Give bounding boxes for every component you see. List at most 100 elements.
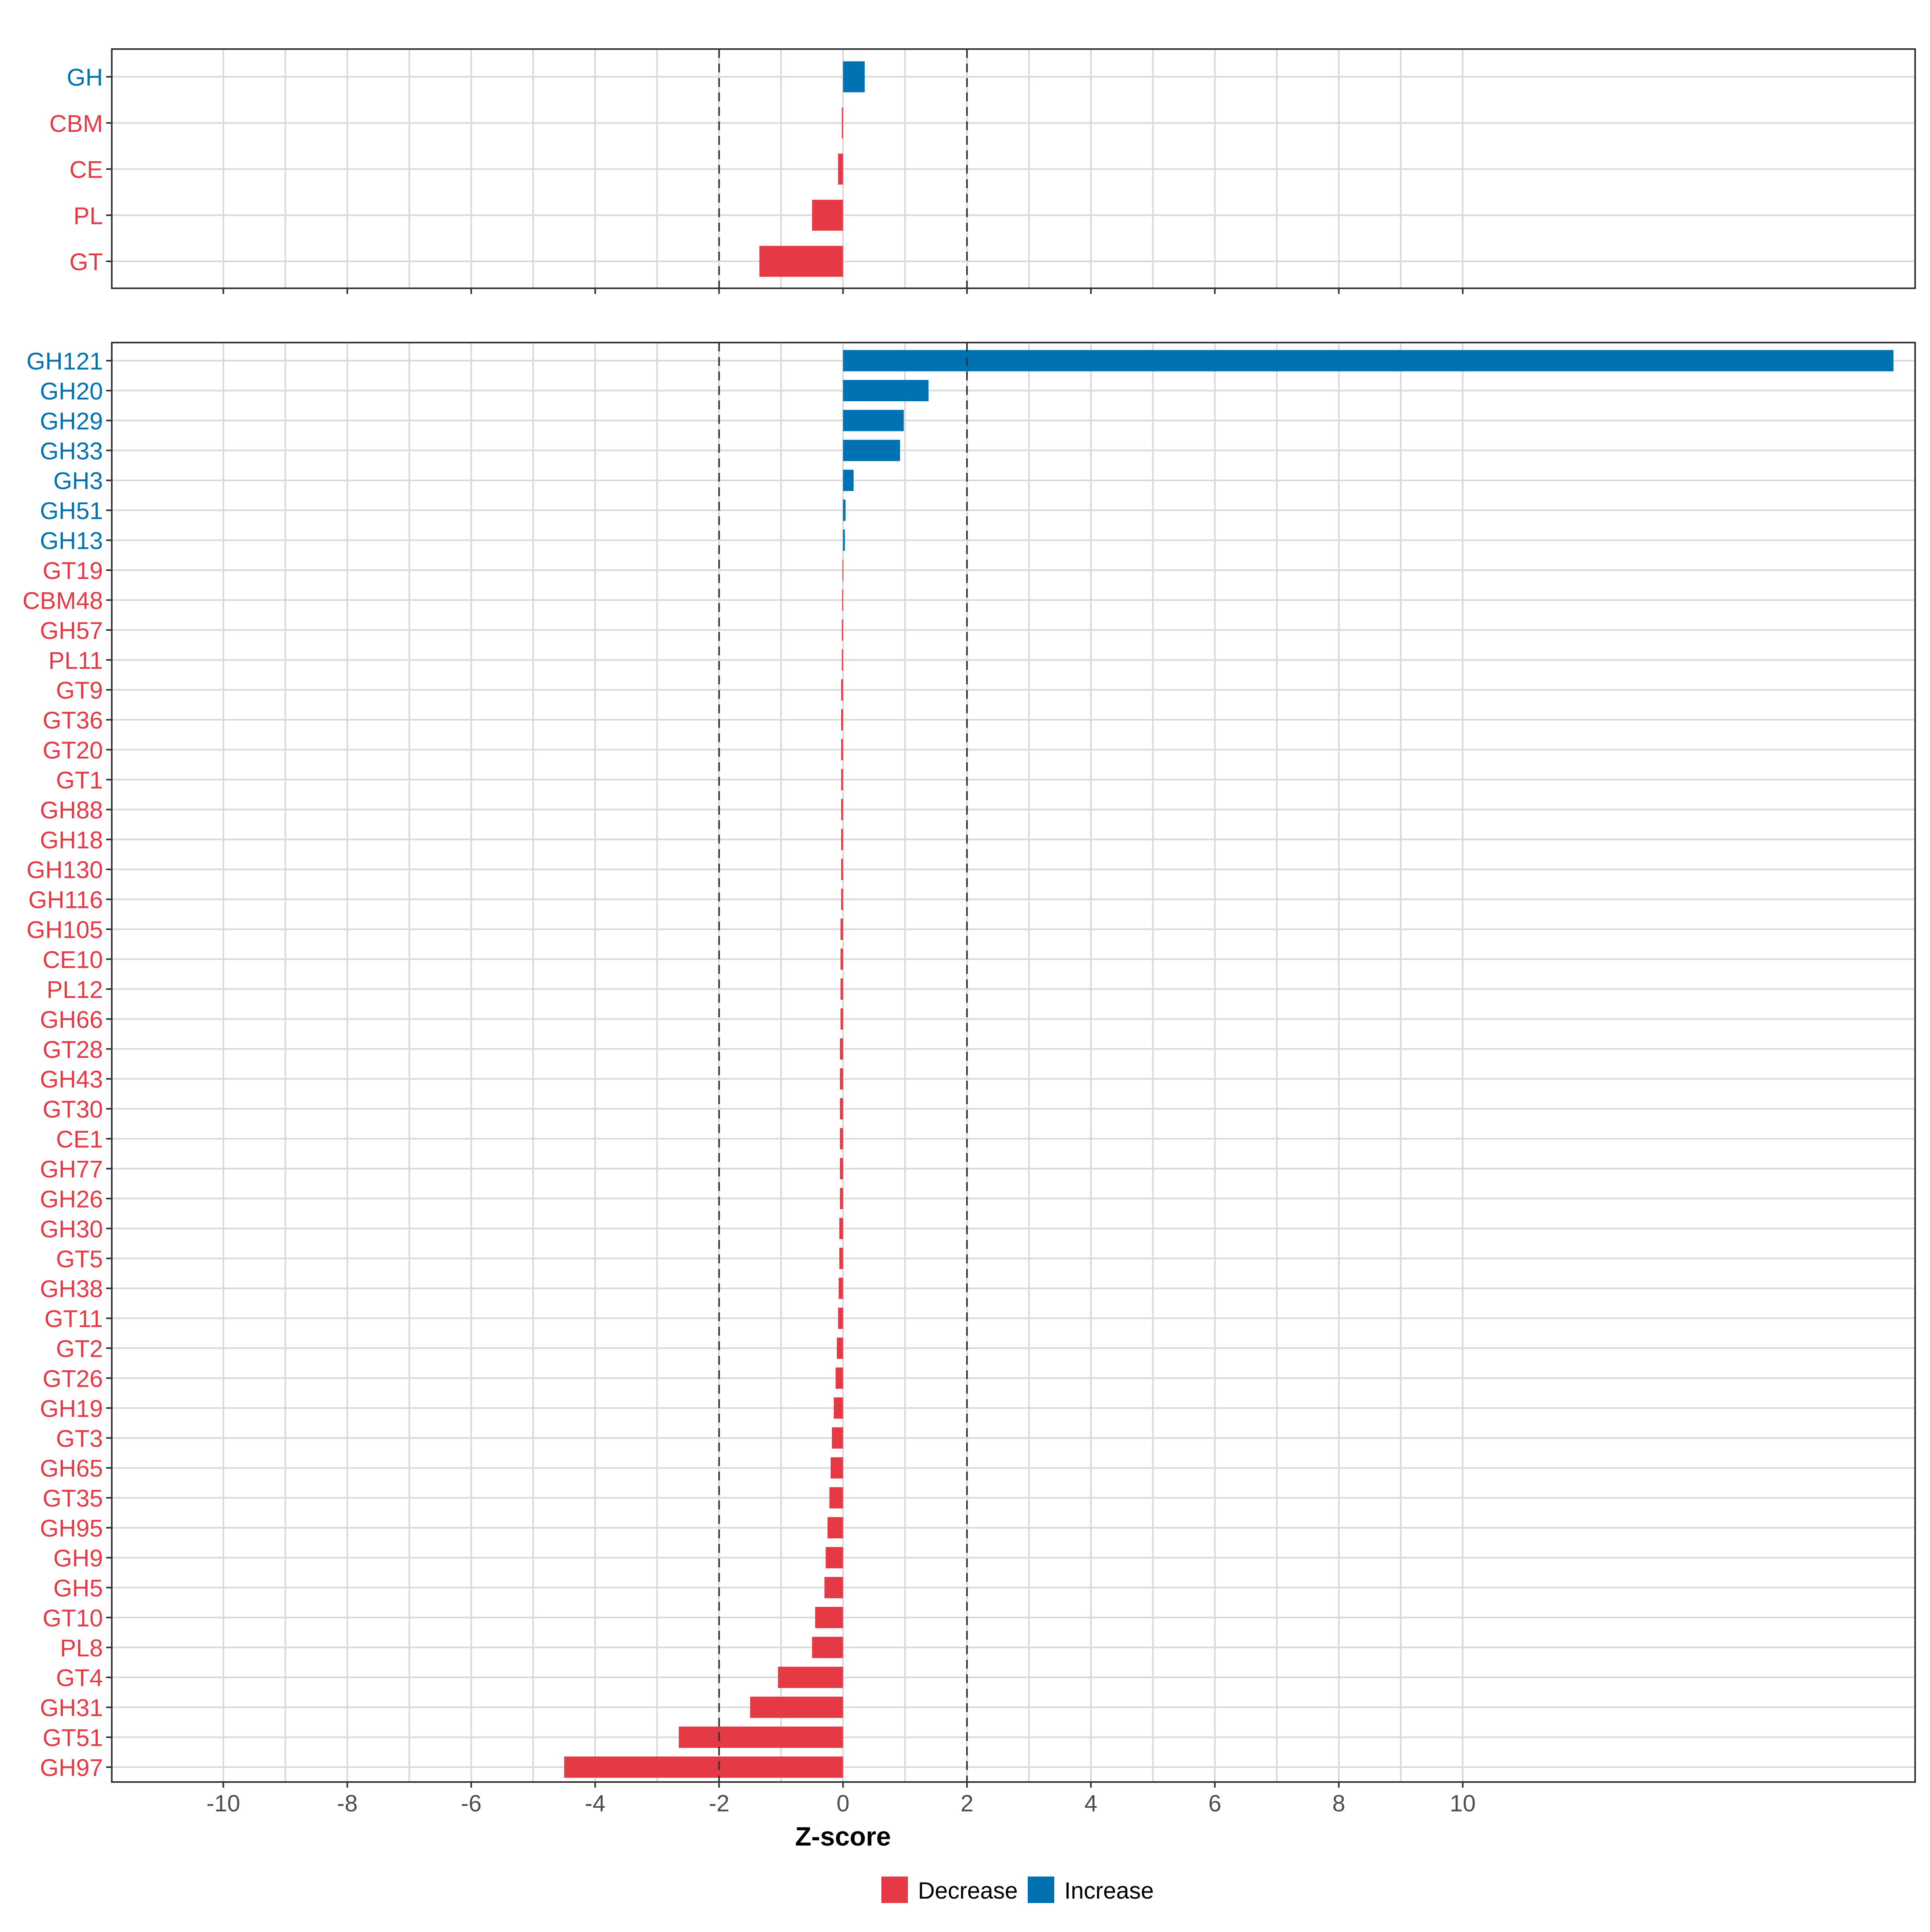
bottom-panel-border xyxy=(111,342,1916,1783)
y-tick-label: GT2 xyxy=(56,1335,103,1362)
y-tick-label: PL xyxy=(74,202,103,229)
bar-pl11 xyxy=(842,649,843,671)
y-tick-label: CBM xyxy=(49,110,103,137)
bar-gh65 xyxy=(830,1457,843,1479)
bar-gh38 xyxy=(838,1277,843,1299)
y-tick-label: GH88 xyxy=(40,797,103,823)
bar-gh30 xyxy=(839,1218,843,1239)
y-tick-label: GT19 xyxy=(43,557,103,584)
bar-gt10 xyxy=(815,1607,843,1628)
bar-ce1 xyxy=(840,1128,843,1150)
y-tick-label: PL12 xyxy=(47,976,103,1003)
y-tick-label: CE1 xyxy=(56,1126,103,1153)
bar-ce10 xyxy=(840,949,843,970)
x-tick-label: 2 xyxy=(961,1790,973,1817)
bar-gt1 xyxy=(841,769,843,790)
bar-gh18 xyxy=(841,829,843,850)
bar-gh130 xyxy=(841,858,843,880)
y-tick-label: GH51 xyxy=(40,497,103,524)
y-tick-label: GH121 xyxy=(27,348,103,375)
bar-gh57 xyxy=(842,619,843,641)
bar-gt19 xyxy=(842,559,844,581)
y-tick-label: PL11 xyxy=(48,647,103,674)
bar-cbm48 xyxy=(842,589,843,611)
y-tick-label: GT11 xyxy=(44,1306,103,1332)
y-tick-label: GH130 xyxy=(27,856,103,883)
y-tick-label: GH xyxy=(67,64,103,91)
y-tick-label: GT36 xyxy=(43,707,103,734)
bar-gh88 xyxy=(841,799,843,820)
bar-gt9 xyxy=(841,679,843,701)
x-tick-label: 0 xyxy=(837,1790,850,1817)
bar-gt2 xyxy=(837,1337,843,1359)
x-tick-label: 8 xyxy=(1333,1790,1345,1817)
y-tick-label: GT30 xyxy=(43,1096,103,1123)
bar-gh66 xyxy=(840,1008,843,1030)
y-tick-label: GT xyxy=(70,248,103,275)
bar-gh3 xyxy=(843,470,854,491)
x-axis-title: Z-score xyxy=(795,1821,891,1851)
x-tick-label: -8 xyxy=(337,1790,358,1817)
y-tick-label: GT4 xyxy=(56,1665,103,1692)
y-tick-label: GH33 xyxy=(40,437,103,464)
x-tick-label: -6 xyxy=(461,1790,482,1817)
bar-gh33 xyxy=(843,439,900,461)
bar-gt36 xyxy=(841,709,843,731)
bar-pl8 xyxy=(812,1636,843,1658)
legend-label-decrease: Decrease xyxy=(918,1878,1018,1904)
bar-gt51 xyxy=(679,1727,843,1748)
y-tick-label: CE10 xyxy=(43,946,103,973)
bar-gt30 xyxy=(840,1098,843,1120)
y-tick-label: GH18 xyxy=(40,827,103,854)
bar-gh13 xyxy=(843,530,845,551)
y-tick-label: GH105 xyxy=(27,916,103,943)
y-tick-label: GT28 xyxy=(43,1036,103,1063)
bar-gt28 xyxy=(840,1038,843,1060)
y-tick-label: GH57 xyxy=(40,617,103,644)
y-tick-label: GH30 xyxy=(40,1215,103,1242)
legend-key-decrease xyxy=(881,1877,908,1903)
bar-gh5 xyxy=(824,1577,843,1598)
bar-gh9 xyxy=(825,1547,843,1569)
bar-gh51 xyxy=(843,499,846,521)
y-tick-label: GH13 xyxy=(40,528,103,554)
x-tick-label: 4 xyxy=(1084,1790,1097,1817)
x-tick-label: -10 xyxy=(207,1790,240,1817)
x-tick-label: -4 xyxy=(585,1790,606,1817)
y-tick-label: GH3 xyxy=(53,468,103,495)
y-tick-label: GH26 xyxy=(40,1186,103,1213)
y-tick-label: GT1 xyxy=(56,767,103,794)
bar-pl xyxy=(812,199,843,231)
bar-gh95 xyxy=(827,1517,843,1539)
x-tick-label: 10 xyxy=(1450,1790,1476,1817)
bar-gh121 xyxy=(843,350,1894,372)
bar-gt4 xyxy=(778,1667,843,1688)
y-tick-label: CBM48 xyxy=(23,587,103,614)
bar-gh77 xyxy=(840,1158,843,1179)
y-tick-label: GH97 xyxy=(40,1754,103,1781)
bar-gt35 xyxy=(829,1487,843,1509)
y-tick-label: GH77 xyxy=(40,1156,103,1183)
bar-gh29 xyxy=(843,410,904,431)
y-tick-label: GT20 xyxy=(43,737,103,764)
bar-gh20 xyxy=(843,380,929,401)
bar-gh105 xyxy=(840,918,843,940)
y-tick-label: GT9 xyxy=(56,677,103,704)
y-tick-label: GH31 xyxy=(40,1694,103,1721)
y-tick-label: GT35 xyxy=(43,1485,103,1512)
bar-gh26 xyxy=(840,1188,843,1209)
y-tick-label: GH9 xyxy=(53,1545,103,1572)
y-tick-label: GH29 xyxy=(40,408,103,435)
y-tick-label: PL8 xyxy=(60,1634,103,1661)
y-tick-label: GT10 xyxy=(43,1605,103,1632)
bar-ce xyxy=(838,154,843,185)
bar-gt3 xyxy=(832,1427,843,1449)
y-tick-label: CE xyxy=(70,156,103,183)
bar-gt5 xyxy=(839,1248,843,1269)
y-tick-label: GH66 xyxy=(40,1006,103,1033)
legend-label-increase: Increase xyxy=(1064,1878,1154,1904)
bar-gt26 xyxy=(836,1367,843,1389)
y-tick-label: GH65 xyxy=(40,1455,103,1482)
